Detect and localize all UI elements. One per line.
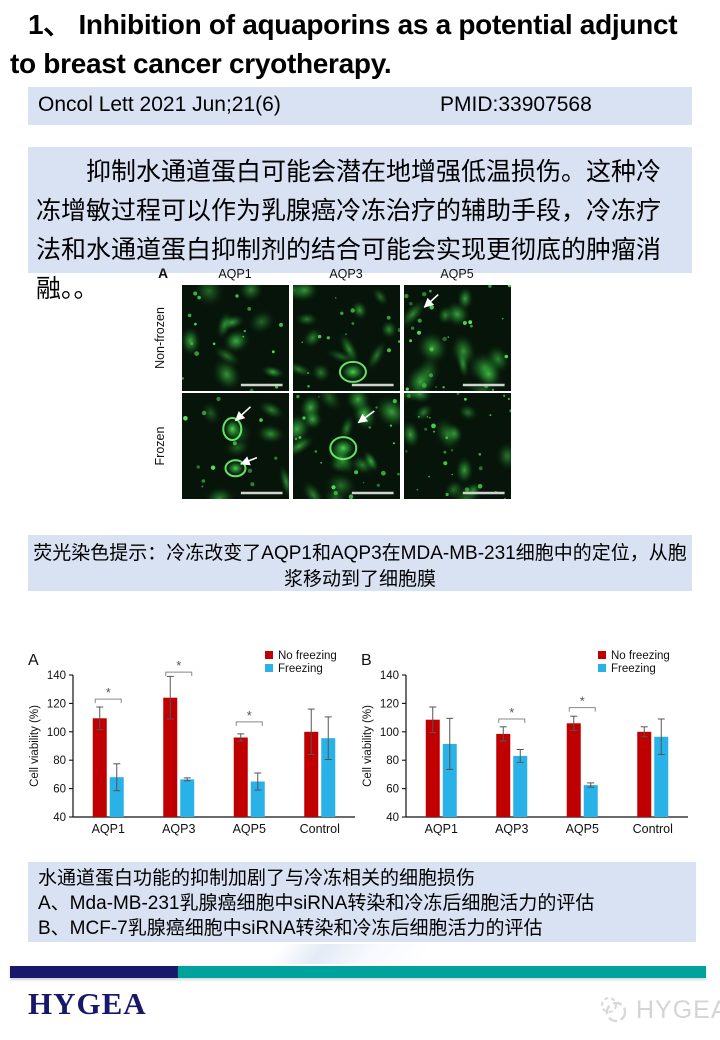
svg-text:*: * <box>580 694 585 709</box>
svg-text:Freezing: Freezing <box>278 663 323 675</box>
decorative-streak <box>269 944 431 964</box>
abstract-box: 抑制水通道蛋白可能会潜在地增强低温损伤。这种冷冻增敏过程可以作为乳腺癌冷冻治疗的… <box>28 147 692 303</box>
svg-text:AQP5: AQP5 <box>233 822 266 836</box>
svg-text:120: 120 <box>380 698 399 710</box>
svg-text:Cell viability (%): Cell viability (%) <box>29 705 41 787</box>
svg-text:AQP1: AQP1 <box>425 822 458 836</box>
svg-text:140: 140 <box>47 670 66 682</box>
fluorescence-figure-svg: A AQP1 AQP3 AQP5 Non-frozen Frozen <box>153 265 511 499</box>
svg-text:Control: Control <box>300 822 340 836</box>
svg-text:Freezing: Freezing <box>611 663 656 675</box>
figure-col-aqp5: AQP5 <box>440 267 473 281</box>
svg-text:40: 40 <box>386 812 399 824</box>
svg-text:*: * <box>509 705 514 720</box>
journal-bar: Oncol Lett 2021 Jun;21(6) PMID:33907568 <box>28 87 692 125</box>
svg-text:*: * <box>176 658 181 673</box>
watermark-logo-icon <box>601 997 627 1023</box>
figure-col-aqp1: AQP1 <box>218 267 251 281</box>
svg-text:*: * <box>106 685 111 700</box>
page-title: 1、 Inhibition of aquaporins as a potenti… <box>10 5 710 83</box>
svg-text:80: 80 <box>53 755 66 767</box>
svg-text:140: 140 <box>380 670 399 682</box>
figure1-caption: 荧光染色提示：冷冻改变了AQP1和AQP3在MDA-MB-231细胞中的定位，从… <box>28 535 692 591</box>
abstract-text: 抑制水通道蛋白可能会潜在地增强低温损伤。这种冷冻增敏过程可以作为乳腺癌冷冻治疗的… <box>36 158 662 303</box>
svg-text:Cell viability (%): Cell viability (%) <box>362 705 374 787</box>
figure-col-aqp3: AQP3 <box>329 267 362 281</box>
svg-text:80: 80 <box>386 755 399 767</box>
page-title-text: 1、 Inhibition of aquaporins as a potenti… <box>10 9 678 79</box>
chart-caption-box: 水通道蛋白功能的抑制加剧了与冷冻相关的细胞损伤 A、Mda-MB-231乳腺癌细… <box>28 862 696 942</box>
svg-text:120: 120 <box>47 698 66 710</box>
svg-text:AQP5: AQP5 <box>566 822 599 836</box>
fluorescence-figure: A AQP1 AQP3 AQP5 Non-frozen Frozen <box>150 264 522 506</box>
svg-text:40: 40 <box>53 812 66 824</box>
micrograph-panels <box>182 285 511 499</box>
svg-text:B: B <box>361 652 372 669</box>
chart-caption-line3: B、MCF-7乳腺癌细胞中siRNA转染和冷冻后细胞活力的评估 <box>38 918 543 939</box>
svg-text:60: 60 <box>386 784 399 796</box>
figure-row-frozen: Frozen <box>153 427 167 466</box>
watermark: HYGEA <box>596 992 720 1028</box>
journal-reference: Oncol Lett 2021 Jun;21(6) <box>38 93 281 116</box>
svg-text:AQP3: AQP3 <box>162 822 195 836</box>
figure-panel-label: A <box>158 265 168 281</box>
svg-text:No freezing: No freezing <box>278 650 337 662</box>
svg-text:100: 100 <box>47 727 66 739</box>
svg-text:AQP3: AQP3 <box>495 822 528 836</box>
svg-text:A: A <box>28 652 39 669</box>
svg-text:*: * <box>247 708 252 723</box>
svg-text:60: 60 <box>53 784 66 796</box>
chart-b: B 40 60 80 100 120 140 Cell viability (%) AQP1 AQ… <box>361 650 688 836</box>
footer-divider-teal <box>178 966 706 978</box>
svg-text:No freezing: No freezing <box>611 650 670 662</box>
svg-text:100: 100 <box>380 727 399 739</box>
watermark-text: HYGEA <box>636 995 720 1024</box>
chart-caption-line1: 水通道蛋白功能的抑制加剧了与冷冻相关的细胞损伤 <box>38 868 476 889</box>
svg-text:Control: Control <box>633 822 673 836</box>
figure-row-nonfrozen: Non-frozen <box>153 307 167 369</box>
chart-caption-line2: A、Mda-MB-231乳腺癌细胞中siRNA转染和冷冻后细胞活力的评估 <box>38 893 595 914</box>
svg-text:AQP1: AQP1 <box>92 822 125 836</box>
footer-divider-navy <box>10 966 178 978</box>
pmid-label: PMID:33907568 <box>440 93 592 116</box>
chart-a: A 40 60 80 100 120 140 Cell viability (%) AQP1 AQ… <box>28 650 355 836</box>
brand-logo-text: HYGEA <box>28 986 147 1021</box>
